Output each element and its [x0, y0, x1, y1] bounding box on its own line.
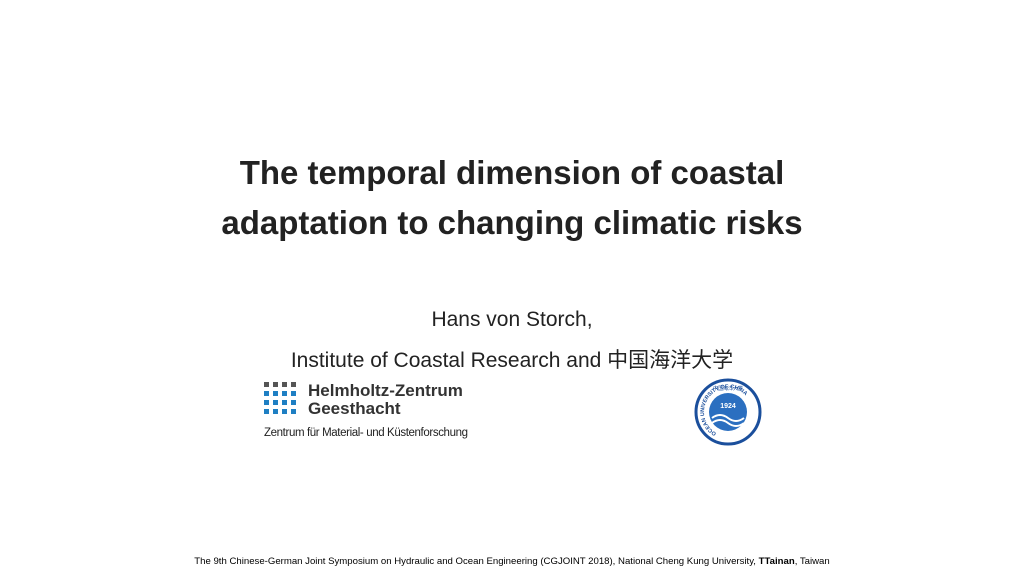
- hzg-tagline: Zentrum für Material- und Küstenforschun…: [264, 427, 468, 439]
- hzg-name: Geesthacht: [308, 399, 401, 418]
- title-line: adaptation to changing climatic risks: [221, 204, 803, 241]
- footer: The 9th Chinese-German Joint Symposium o…: [0, 556, 1024, 567]
- footer-text: , Taiwan: [794, 556, 830, 567]
- footer-bold: TTainan: [758, 556, 795, 567]
- title: The temporal dimension of coastal adapta…: [0, 148, 1024, 248]
- institute-text: Institute of Coastal Research and: [290, 349, 608, 372]
- title-line: The temporal dimension of coastal: [239, 154, 785, 191]
- hzg-logo: Helmholtz-Zentrum Geesthacht Zentrum für…: [264, 381, 468, 439]
- hzg-name: Helmholtz-Zentrum: [308, 381, 463, 400]
- ouc-year: 1924: [720, 403, 736, 410]
- institute-chinese: 中国海洋大学: [607, 349, 734, 372]
- institute: Institute of Coastal Research and 中国海洋大学: [0, 344, 1024, 374]
- ouc-top: 中国海洋大学: [713, 385, 743, 392]
- ouc-logo: 1924 中国海洋大学 OCEAN UNIVERSITY OF CHINA: [694, 378, 762, 446]
- hzg-dots: [264, 382, 296, 414]
- ouc-waves: [711, 414, 745, 427]
- footer-text: The 9th Chinese-German Joint Symposium o…: [194, 556, 759, 567]
- author: Hans von Storch,: [431, 308, 593, 331]
